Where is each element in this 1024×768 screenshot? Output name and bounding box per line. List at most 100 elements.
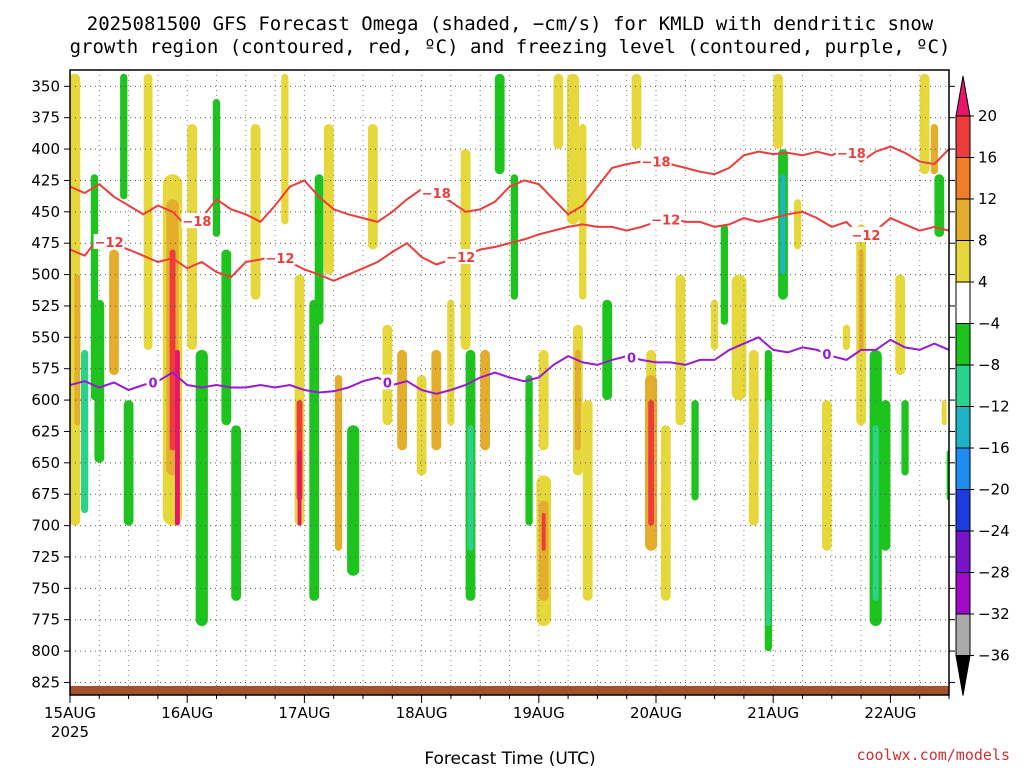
colorbar-label: −20 bbox=[978, 481, 1010, 499]
omega-streak bbox=[334, 375, 343, 551]
omega-streak bbox=[221, 249, 232, 426]
omega-streak bbox=[780, 174, 786, 275]
omega-streak bbox=[880, 400, 891, 551]
contour-label-bg bbox=[420, 184, 452, 200]
y-tick-label: 400 bbox=[31, 140, 60, 158]
omega-streak bbox=[710, 299, 719, 350]
colorbar-segment bbox=[955, 240, 971, 283]
colorbar-segment bbox=[955, 447, 971, 490]
omega-streak bbox=[895, 274, 906, 375]
omega-streak bbox=[109, 249, 119, 375]
contour-label-bg bbox=[650, 211, 682, 227]
omega-streak bbox=[94, 299, 105, 463]
y-tick-label: 725 bbox=[31, 548, 60, 566]
contour-label-bg bbox=[264, 249, 296, 265]
y-axis: 350 375 400 425 450 475 500 525 550 575 600 625 650 6… bbox=[31, 77, 955, 691]
omega-streak bbox=[397, 349, 407, 451]
omega-streak bbox=[553, 73, 564, 150]
omega-streak bbox=[281, 73, 289, 225]
omega-streak bbox=[494, 73, 505, 175]
x-axis-title: Forecast Time (UTC) bbox=[424, 749, 595, 768]
omega-streak bbox=[822, 400, 832, 551]
omega-streak bbox=[538, 500, 549, 601]
contour-label: −12 bbox=[446, 251, 475, 266]
y-tick-label: 650 bbox=[31, 454, 60, 472]
colorbar-segment bbox=[955, 613, 971, 656]
colorbar-label: −24 bbox=[978, 522, 1010, 540]
colorbar-label: −12 bbox=[978, 398, 1010, 416]
omega-streak bbox=[467, 425, 474, 551]
contour-label: −12 bbox=[95, 236, 124, 251]
omega-streak bbox=[858, 249, 864, 350]
omega-streak bbox=[314, 174, 324, 325]
contour-label-bg bbox=[850, 226, 882, 242]
omega-streak bbox=[602, 299, 613, 401]
omega-streak bbox=[510, 174, 518, 300]
omega-streak bbox=[579, 124, 587, 300]
contour-label: −18 bbox=[182, 215, 211, 230]
grid-lines bbox=[70, 70, 949, 695]
ground-bar bbox=[70, 686, 949, 695]
chart-title-line2: growth region (contoured, red, ºC) and f… bbox=[70, 36, 951, 58]
omega-streak bbox=[120, 73, 128, 200]
x-tick-label: 16AUG bbox=[161, 704, 213, 722]
y-tick-label: 700 bbox=[31, 517, 60, 535]
contour-label: 0 bbox=[148, 377, 157, 392]
omega-streak bbox=[660, 425, 671, 601]
colorbar-segment bbox=[955, 364, 971, 407]
omega-streak bbox=[574, 349, 581, 451]
colorbar-label: −28 bbox=[978, 564, 1010, 582]
y-tick-label: 475 bbox=[31, 234, 60, 252]
y-tick-label: 525 bbox=[31, 297, 60, 315]
omega-streak bbox=[691, 400, 699, 501]
colorbar-label: −8 bbox=[978, 356, 1000, 374]
y-tick-label: 500 bbox=[31, 266, 60, 284]
omega-streak bbox=[541, 513, 546, 551]
x-tick-label: 15AUG bbox=[44, 704, 96, 722]
colorbar-label: −4 bbox=[978, 315, 1000, 333]
omega-streak bbox=[631, 73, 642, 150]
omega-shading bbox=[70, 73, 949, 652]
contour-label-bg bbox=[640, 153, 672, 169]
colorbar-segment bbox=[955, 115, 971, 158]
omega-streak bbox=[309, 299, 320, 601]
omega-streak bbox=[212, 98, 221, 238]
x-axis: 15AUG 16AUG 17AUG 18AUG 19AUG 20AUG 21AUG 22AUG bbox=[44, 695, 950, 722]
omega-streak bbox=[195, 349, 208, 626]
colorbar-segment bbox=[955, 572, 971, 615]
omega-streak bbox=[794, 199, 802, 250]
x-tick-label: 21AUG bbox=[747, 704, 799, 722]
y-tick-label: 425 bbox=[31, 171, 60, 189]
x-tick-label: 20AUG bbox=[630, 704, 682, 722]
contour-label: −12 bbox=[651, 213, 680, 228]
colorbar-label: 12 bbox=[978, 190, 997, 208]
x-tick-label: 19AUG bbox=[513, 704, 565, 722]
colorbar: 20 16 12 8 4 −4 −8 −12 −16 −20 −24 −28 −32 −36 bbox=[955, 75, 1010, 696]
omega-streak bbox=[566, 73, 580, 225]
y-tick-label: 350 bbox=[31, 77, 60, 95]
omega-streak bbox=[675, 274, 686, 426]
omega-streak bbox=[297, 450, 302, 526]
omega-streak bbox=[748, 349, 759, 526]
y-tick-label: 825 bbox=[31, 673, 60, 691]
omega-streak bbox=[187, 124, 197, 350]
contour-label-bg bbox=[820, 346, 834, 362]
chart-title-line1: 2025081500 GFS Forecast Omega (shaded, −… bbox=[87, 13, 934, 35]
contour-label: 0 bbox=[627, 351, 636, 366]
omega-streak bbox=[582, 400, 593, 601]
y-tick-label: 375 bbox=[31, 109, 60, 127]
contour-label-bg bbox=[181, 213, 213, 229]
colorbar-segment bbox=[955, 406, 971, 449]
omega-streak bbox=[842, 324, 851, 350]
omega-streak bbox=[81, 349, 89, 514]
contour-label: −18 bbox=[422, 187, 451, 202]
colorbar-label: 20 bbox=[978, 107, 997, 125]
omega-streak bbox=[231, 425, 241, 601]
contour-line--18 bbox=[70, 145, 949, 229]
omega-streak bbox=[431, 349, 442, 451]
y-tick-label: 625 bbox=[31, 422, 60, 440]
omega-streak bbox=[323, 124, 334, 275]
contour-label-bg bbox=[625, 349, 639, 365]
omega-streak bbox=[447, 299, 455, 426]
